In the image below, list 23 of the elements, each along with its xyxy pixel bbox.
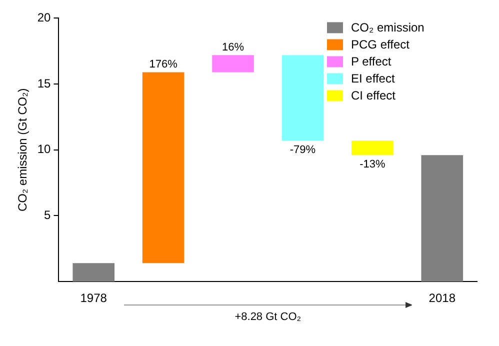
y-axis-title: CO₂ emission (Gt CO₂) — [16, 88, 30, 212]
legend-label: EI effect — [351, 72, 396, 86]
x-axis-title: +8.28 Gt CO₂ — [234, 311, 302, 324]
bar — [212, 55, 254, 72]
bar — [72, 263, 115, 282]
legend-label: P effect — [351, 54, 392, 69]
y-tick-label: 5 — [44, 208, 52, 222]
text: -13% — [360, 158, 386, 171]
text: 16% — [222, 42, 244, 54]
y-tick-label: 10 — [37, 142, 52, 156]
x-tick-label: 1978 — [80, 291, 108, 306]
bar — [142, 72, 184, 264]
x-tick-label: 2018 — [428, 291, 456, 306]
legend-label: CO₂ emission — [351, 20, 424, 35]
bar — [352, 140, 394, 156]
bar — [421, 155, 464, 282]
y-tick-label: 20 — [37, 10, 52, 25]
legend-label: CI effect — [351, 88, 396, 103]
text: -79% — [290, 144, 316, 156]
y-tick-label: 15 — [37, 76, 52, 90]
legend-label: PCG effect — [351, 38, 410, 52]
text: 176% — [149, 58, 178, 71]
bar — [282, 55, 324, 141]
